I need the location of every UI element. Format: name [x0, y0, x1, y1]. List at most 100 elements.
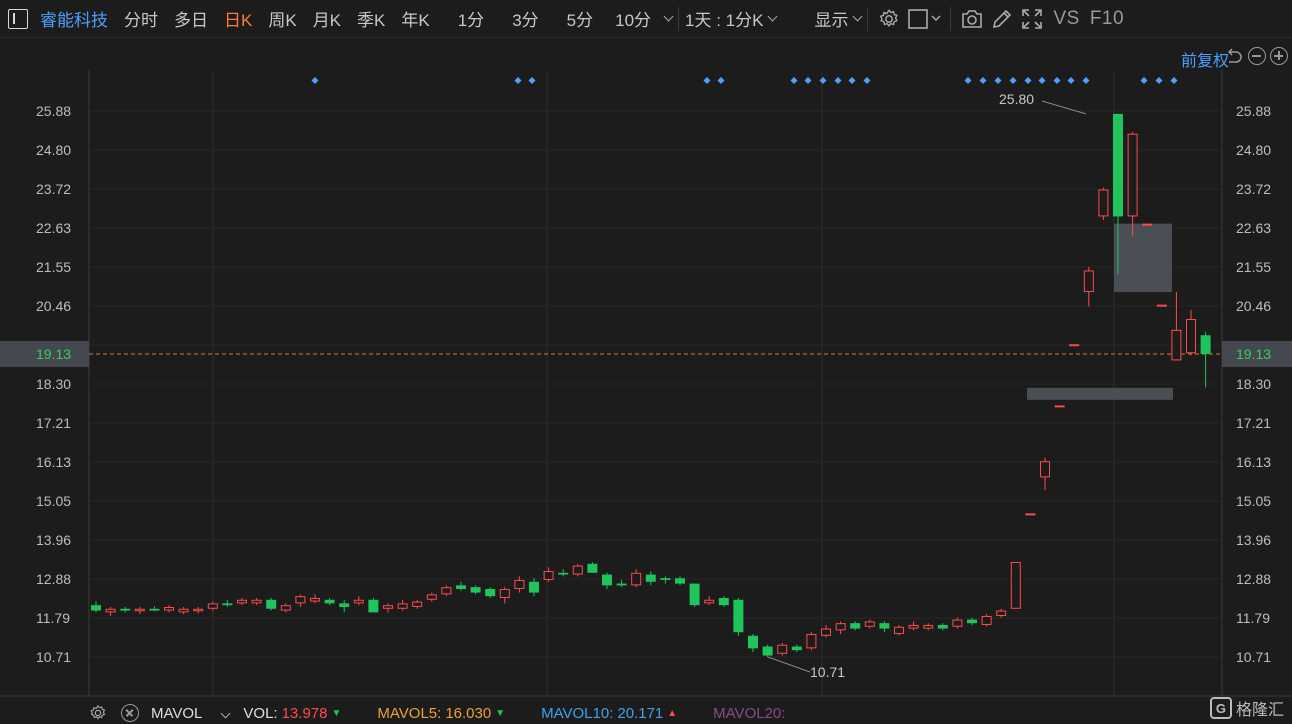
event-marker-icon — [1067, 76, 1075, 85]
y-tick-label: 16.13 — [36, 454, 72, 470]
mavol5-label: MAVOL5: — [377, 704, 442, 722]
low-price-label: 10.71 — [810, 664, 846, 680]
candle — [441, 585, 452, 597]
stock-name[interactable]: 睿能科技 — [40, 11, 108, 30]
adjust-mode-button[interactable]: 前复权 — [1180, 53, 1229, 70]
candle — [426, 592, 437, 602]
chart-grid — [0, 70, 1292, 697]
chart-controls — [1224, 47, 1288, 67]
candle-body — [879, 623, 890, 629]
candle-body — [120, 608, 131, 611]
gear-icon[interactable] — [874, 4, 904, 34]
candle — [543, 567, 554, 582]
y-tick-label: 17.21 — [1236, 415, 1272, 431]
event-marker-icon — [717, 76, 725, 85]
indicator-name[interactable]: MAVOL — [151, 704, 203, 722]
candle-body — [397, 603, 408, 609]
candle-body — [91, 605, 101, 611]
candle — [981, 614, 992, 627]
candle-body — [134, 608, 145, 612]
candle-body — [704, 599, 715, 604]
candle-body — [1142, 223, 1153, 226]
mavol10-label: MAVOL10: — [541, 704, 614, 722]
toolbar: 睿能科技 分时 多日 日K 周K 月K 季K 年K 1分 3分 5分 10分 1… — [0, 0, 1292, 38]
tab-intraday[interactable]: 分时 — [124, 11, 158, 30]
sidebar-toggle-icon[interactable] — [8, 8, 28, 29]
candle-body — [456, 585, 466, 589]
candle-body — [689, 583, 700, 606]
tab-quarterly-k[interactable]: 季K — [357, 11, 386, 30]
rectangle-select-icon[interactable] — [904, 4, 944, 34]
candle — [631, 569, 642, 588]
candle-body — [645, 574, 656, 582]
vol-label: VOL: — [243, 704, 278, 722]
candle-body — [383, 605, 393, 609]
candle-body — [821, 628, 831, 636]
period-dropdown[interactable]: 10分 — [615, 6, 674, 31]
close-icon[interactable] — [121, 704, 139, 722]
tab-5min[interactable]: 5分 — [566, 11, 594, 30]
candle-body — [1200, 335, 1211, 354]
candle-body — [178, 608, 189, 613]
candle-body — [850, 623, 861, 629]
y-tick-label: 10.71 — [1236, 649, 1272, 665]
y-tick-label: 17.21 — [36, 415, 72, 431]
candle-body — [967, 619, 977, 624]
event-marker-icon — [863, 76, 871, 85]
tab-daily-k[interactable]: 日K — [224, 11, 253, 30]
candle — [514, 576, 525, 593]
tab-yearly-k[interactable]: 年K — [401, 11, 430, 30]
pencil-icon[interactable] — [987, 4, 1017, 34]
zoom-in-icon[interactable] — [1270, 47, 1288, 65]
tab-multi-day[interactable]: 多日 — [174, 11, 208, 30]
mavol5-value: 16.030 — [445, 704, 492, 722]
candle — [1054, 405, 1065, 408]
candle-body — [499, 588, 510, 598]
tab-weekly-k[interactable]: 周K — [268, 11, 297, 30]
chevron-down-icon[interactable] — [220, 708, 231, 718]
candle-body — [1186, 319, 1196, 354]
tab-3min[interactable]: 3分 — [512, 11, 539, 30]
candle — [324, 597, 335, 606]
display-dropdown[interactable]: 显示 — [814, 6, 863, 31]
candle-body — [1156, 304, 1167, 307]
event-marker-icon — [703, 76, 711, 85]
candle-body — [675, 578, 685, 584]
camera-icon[interactable] — [957, 4, 987, 34]
candle — [120, 606, 131, 613]
low-leader-line — [767, 656, 811, 673]
candle — [952, 617, 963, 629]
candle — [733, 597, 744, 636]
candle — [572, 563, 583, 577]
f10-button[interactable]: F10 — [1089, 7, 1125, 29]
tab-monthly-k[interactable]: 月K — [312, 11, 342, 30]
vs-button[interactable]: VS — [1053, 7, 1080, 29]
event-marker-icon — [804, 76, 812, 85]
candle-body — [894, 626, 904, 634]
fullscreen-icon[interactable] — [1017, 4, 1047, 34]
candle — [295, 594, 306, 607]
gear-icon[interactable] — [89, 704, 107, 722]
up-arrow-icon: ▲ — [667, 707, 678, 719]
candle — [1200, 331, 1211, 388]
tab-1min[interactable]: 1分 — [457, 11, 485, 30]
candle — [791, 644, 802, 652]
zoom-out-icon[interactable] — [1248, 47, 1266, 65]
event-marker-icon — [1170, 76, 1178, 85]
candle-body — [470, 587, 481, 593]
candle-body — [1025, 513, 1036, 516]
candle-body — [237, 599, 247, 604]
candle-body — [1054, 405, 1065, 408]
interval-dropdown-label: 1天 : 1分K — [685, 11, 764, 30]
y-tick-label: 22.63 — [36, 220, 72, 236]
candle — [602, 572, 612, 589]
candle — [850, 621, 861, 631]
event-marker-icon — [1140, 76, 1148, 85]
undo-icon[interactable] — [1224, 47, 1244, 67]
candle — [864, 619, 875, 629]
interval-dropdown[interactable]: 1天 : 1分K — [685, 6, 778, 31]
candle-body — [426, 594, 437, 600]
candle — [660, 576, 671, 584]
candle — [1127, 131, 1138, 237]
